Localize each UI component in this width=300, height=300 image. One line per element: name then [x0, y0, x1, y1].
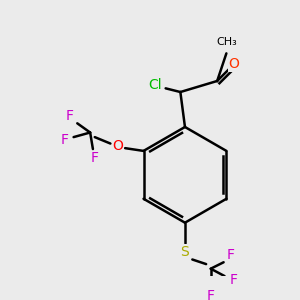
Text: O: O [112, 139, 123, 153]
Text: F: F [66, 109, 74, 123]
Text: F: F [91, 151, 99, 165]
Text: F: F [60, 133, 68, 147]
Text: F: F [227, 248, 235, 262]
Text: Cl: Cl [148, 78, 161, 92]
Text: CH₃: CH₃ [216, 37, 237, 47]
Text: O: O [228, 57, 239, 71]
Text: F: F [230, 273, 238, 287]
Text: F: F [207, 289, 215, 300]
Text: S: S [181, 245, 189, 259]
